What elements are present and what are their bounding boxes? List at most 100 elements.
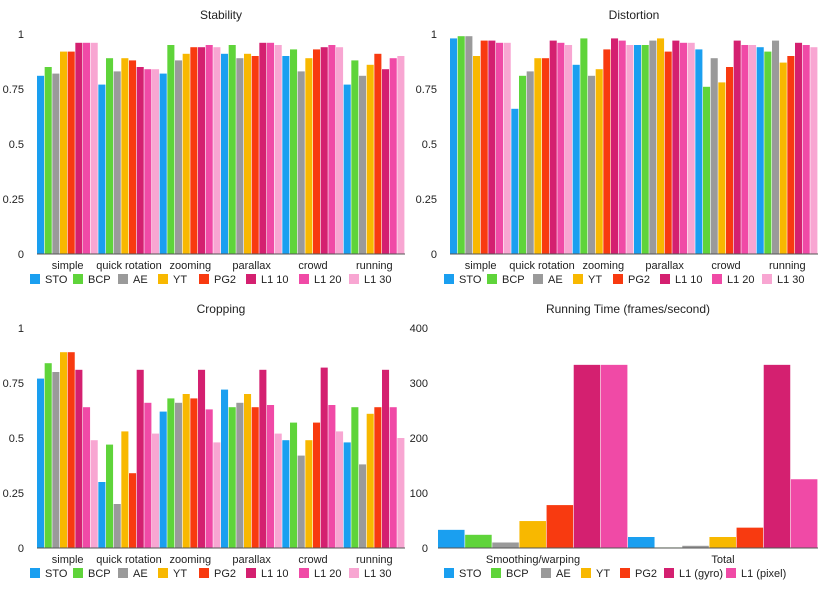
legend-label: PG2 xyxy=(628,274,650,286)
bar xyxy=(628,537,655,548)
bar xyxy=(221,389,229,548)
x-tick-label: running xyxy=(356,260,393,272)
x-tick-label: running xyxy=(356,554,393,566)
bar xyxy=(152,433,160,548)
x-tick-label: parallax xyxy=(645,260,684,272)
y-tick-label: 1 xyxy=(431,29,437,41)
bar xyxy=(595,69,603,254)
bar xyxy=(382,69,390,254)
bar xyxy=(511,108,519,254)
y-tick-label: 200 xyxy=(410,433,428,445)
x-tick-label: crowd xyxy=(711,260,740,272)
bar xyxy=(557,42,565,254)
bar xyxy=(159,411,167,548)
legend-swatch xyxy=(73,274,83,284)
x-tick-label: zooming xyxy=(583,260,625,272)
bar xyxy=(503,42,511,254)
x-tick-label: Smoothing/warping xyxy=(486,554,580,566)
legend-swatch xyxy=(158,274,168,284)
bar xyxy=(682,545,709,548)
legend-swatch xyxy=(487,274,497,284)
legend-label: L1 (pixel) xyxy=(741,568,786,580)
bar xyxy=(90,440,98,548)
bar xyxy=(763,364,791,548)
chart-title: Distortion xyxy=(609,8,660,22)
bar xyxy=(320,367,328,548)
chart-title: Stability xyxy=(200,8,242,22)
legend-label: YT xyxy=(173,568,187,580)
x-tick-label: crowd xyxy=(298,260,327,272)
y-tick-label: 0 xyxy=(18,543,24,555)
bar xyxy=(83,407,91,548)
bar xyxy=(205,45,213,254)
y-tick-label: 1 xyxy=(18,29,24,41)
y-tick-label: 300 xyxy=(410,378,428,390)
bar xyxy=(313,49,321,255)
bar xyxy=(664,51,672,254)
legend-label: L1 30 xyxy=(364,568,392,580)
bar xyxy=(282,440,290,548)
legend-swatch xyxy=(158,568,168,578)
legend-label: STO xyxy=(459,274,482,286)
bar xyxy=(129,60,137,255)
legend-swatch xyxy=(581,568,591,578)
bar xyxy=(52,73,60,254)
bar xyxy=(649,40,657,254)
bar xyxy=(75,42,83,254)
bar xyxy=(175,60,183,255)
legend-label: BCP xyxy=(88,568,111,580)
y-tick-label: 0.5 xyxy=(9,433,24,445)
bar xyxy=(67,352,75,548)
legend-label: AE xyxy=(133,274,148,286)
bar xyxy=(213,442,221,548)
bar xyxy=(244,53,252,254)
bar xyxy=(251,407,259,548)
legend-label: L1 20 xyxy=(314,274,342,286)
y-tick-label: 0.75 xyxy=(3,378,24,390)
y-tick-label: 0.25 xyxy=(416,194,437,206)
bar xyxy=(618,40,626,254)
bar xyxy=(779,62,787,254)
bar xyxy=(136,369,144,548)
bar xyxy=(366,64,374,254)
bar xyxy=(351,407,359,548)
bar xyxy=(802,45,810,254)
bar xyxy=(736,527,764,548)
bar xyxy=(756,47,764,255)
y-tick-label: 0.25 xyxy=(3,194,24,206)
bar xyxy=(274,45,282,254)
bar xyxy=(764,51,772,254)
legend-swatch xyxy=(199,568,209,578)
bar xyxy=(113,71,121,255)
y-tick-label: 0.75 xyxy=(3,84,24,96)
bar xyxy=(366,413,374,548)
bar xyxy=(492,542,519,548)
bar xyxy=(641,45,649,254)
y-tick-label: 0 xyxy=(18,249,24,261)
legend-swatch xyxy=(533,274,543,284)
legend-swatch xyxy=(30,568,40,578)
bar xyxy=(44,67,52,254)
bar xyxy=(526,71,534,255)
bar xyxy=(733,40,741,254)
legend-swatch xyxy=(349,274,359,284)
bar xyxy=(374,53,382,254)
bar xyxy=(680,42,688,254)
bar xyxy=(144,69,152,254)
x-tick-label: parallax xyxy=(232,260,271,272)
legend-label: PG2 xyxy=(214,274,236,286)
bar xyxy=(106,58,114,255)
bar xyxy=(297,455,305,548)
x-tick-label: crowd xyxy=(298,554,327,566)
x-tick-label: quick rotation xyxy=(96,260,161,272)
legend-swatch xyxy=(664,568,674,578)
x-tick-label: zooming xyxy=(170,260,212,272)
legend-swatch xyxy=(246,568,256,578)
y-tick-label: 0.75 xyxy=(416,84,437,96)
bar xyxy=(438,529,465,548)
bar xyxy=(787,56,795,254)
bar xyxy=(37,75,45,254)
legend-swatch xyxy=(299,274,309,284)
y-tick-label: 100 xyxy=(410,488,428,500)
bar xyxy=(397,56,405,254)
